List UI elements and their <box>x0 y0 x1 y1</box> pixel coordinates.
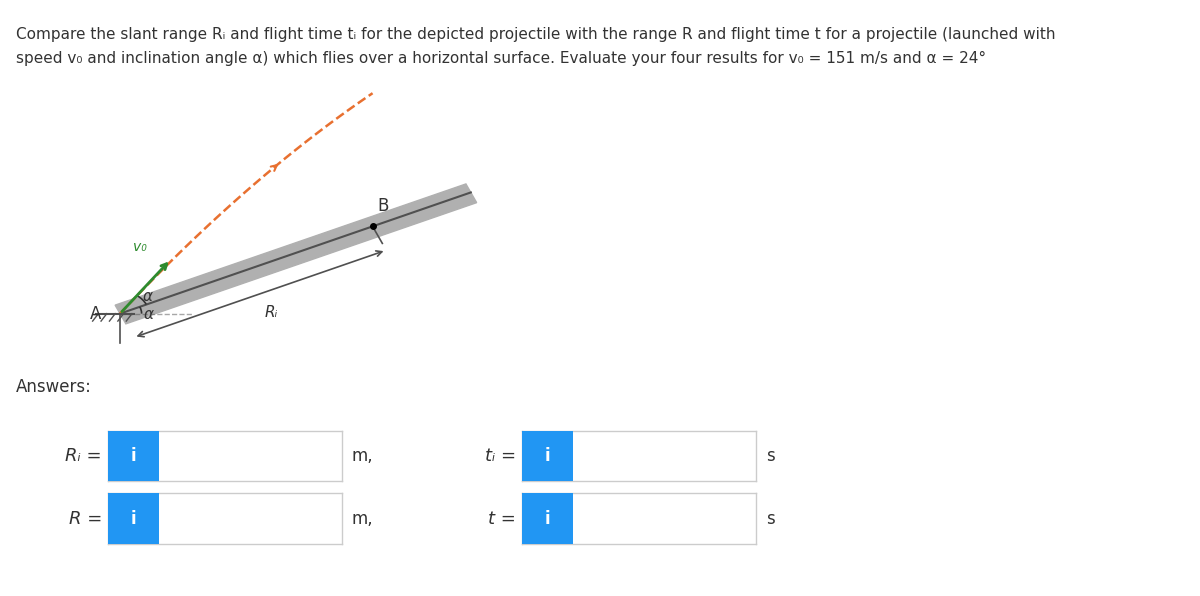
Text: s: s <box>766 447 774 465</box>
Text: m,: m, <box>352 447 373 465</box>
Bar <box>108 430 160 482</box>
Text: i: i <box>131 510 137 527</box>
Polygon shape <box>115 184 476 324</box>
Text: i: i <box>545 510 551 527</box>
Text: tᵢ =: tᵢ = <box>485 447 516 465</box>
Text: Answers:: Answers: <box>16 378 91 396</box>
Bar <box>108 493 160 544</box>
Text: α: α <box>143 288 152 303</box>
Text: A: A <box>90 305 101 322</box>
Text: i: i <box>545 447 551 465</box>
Bar <box>522 430 574 482</box>
Text: s: s <box>766 510 774 527</box>
Text: Compare the slant range Rᵢ and flight time tᵢ for the depicted projectile with t: Compare the slant range Rᵢ and flight ti… <box>16 27 1055 42</box>
Text: Rᵢ: Rᵢ <box>265 305 278 320</box>
Text: α: α <box>143 307 154 322</box>
Text: t =: t = <box>488 510 516 527</box>
Text: speed v₀ and inclination angle α) which flies over a horizontal surface. Evaluat: speed v₀ and inclination angle α) which … <box>16 51 985 66</box>
Text: Rᵢ =: Rᵢ = <box>65 447 102 465</box>
Bar <box>522 493 574 544</box>
Text: v₀: v₀ <box>133 240 146 254</box>
Text: m,: m, <box>352 510 373 527</box>
Text: i: i <box>131 447 137 465</box>
Text: R =: R = <box>68 510 102 527</box>
Text: B: B <box>377 197 389 215</box>
